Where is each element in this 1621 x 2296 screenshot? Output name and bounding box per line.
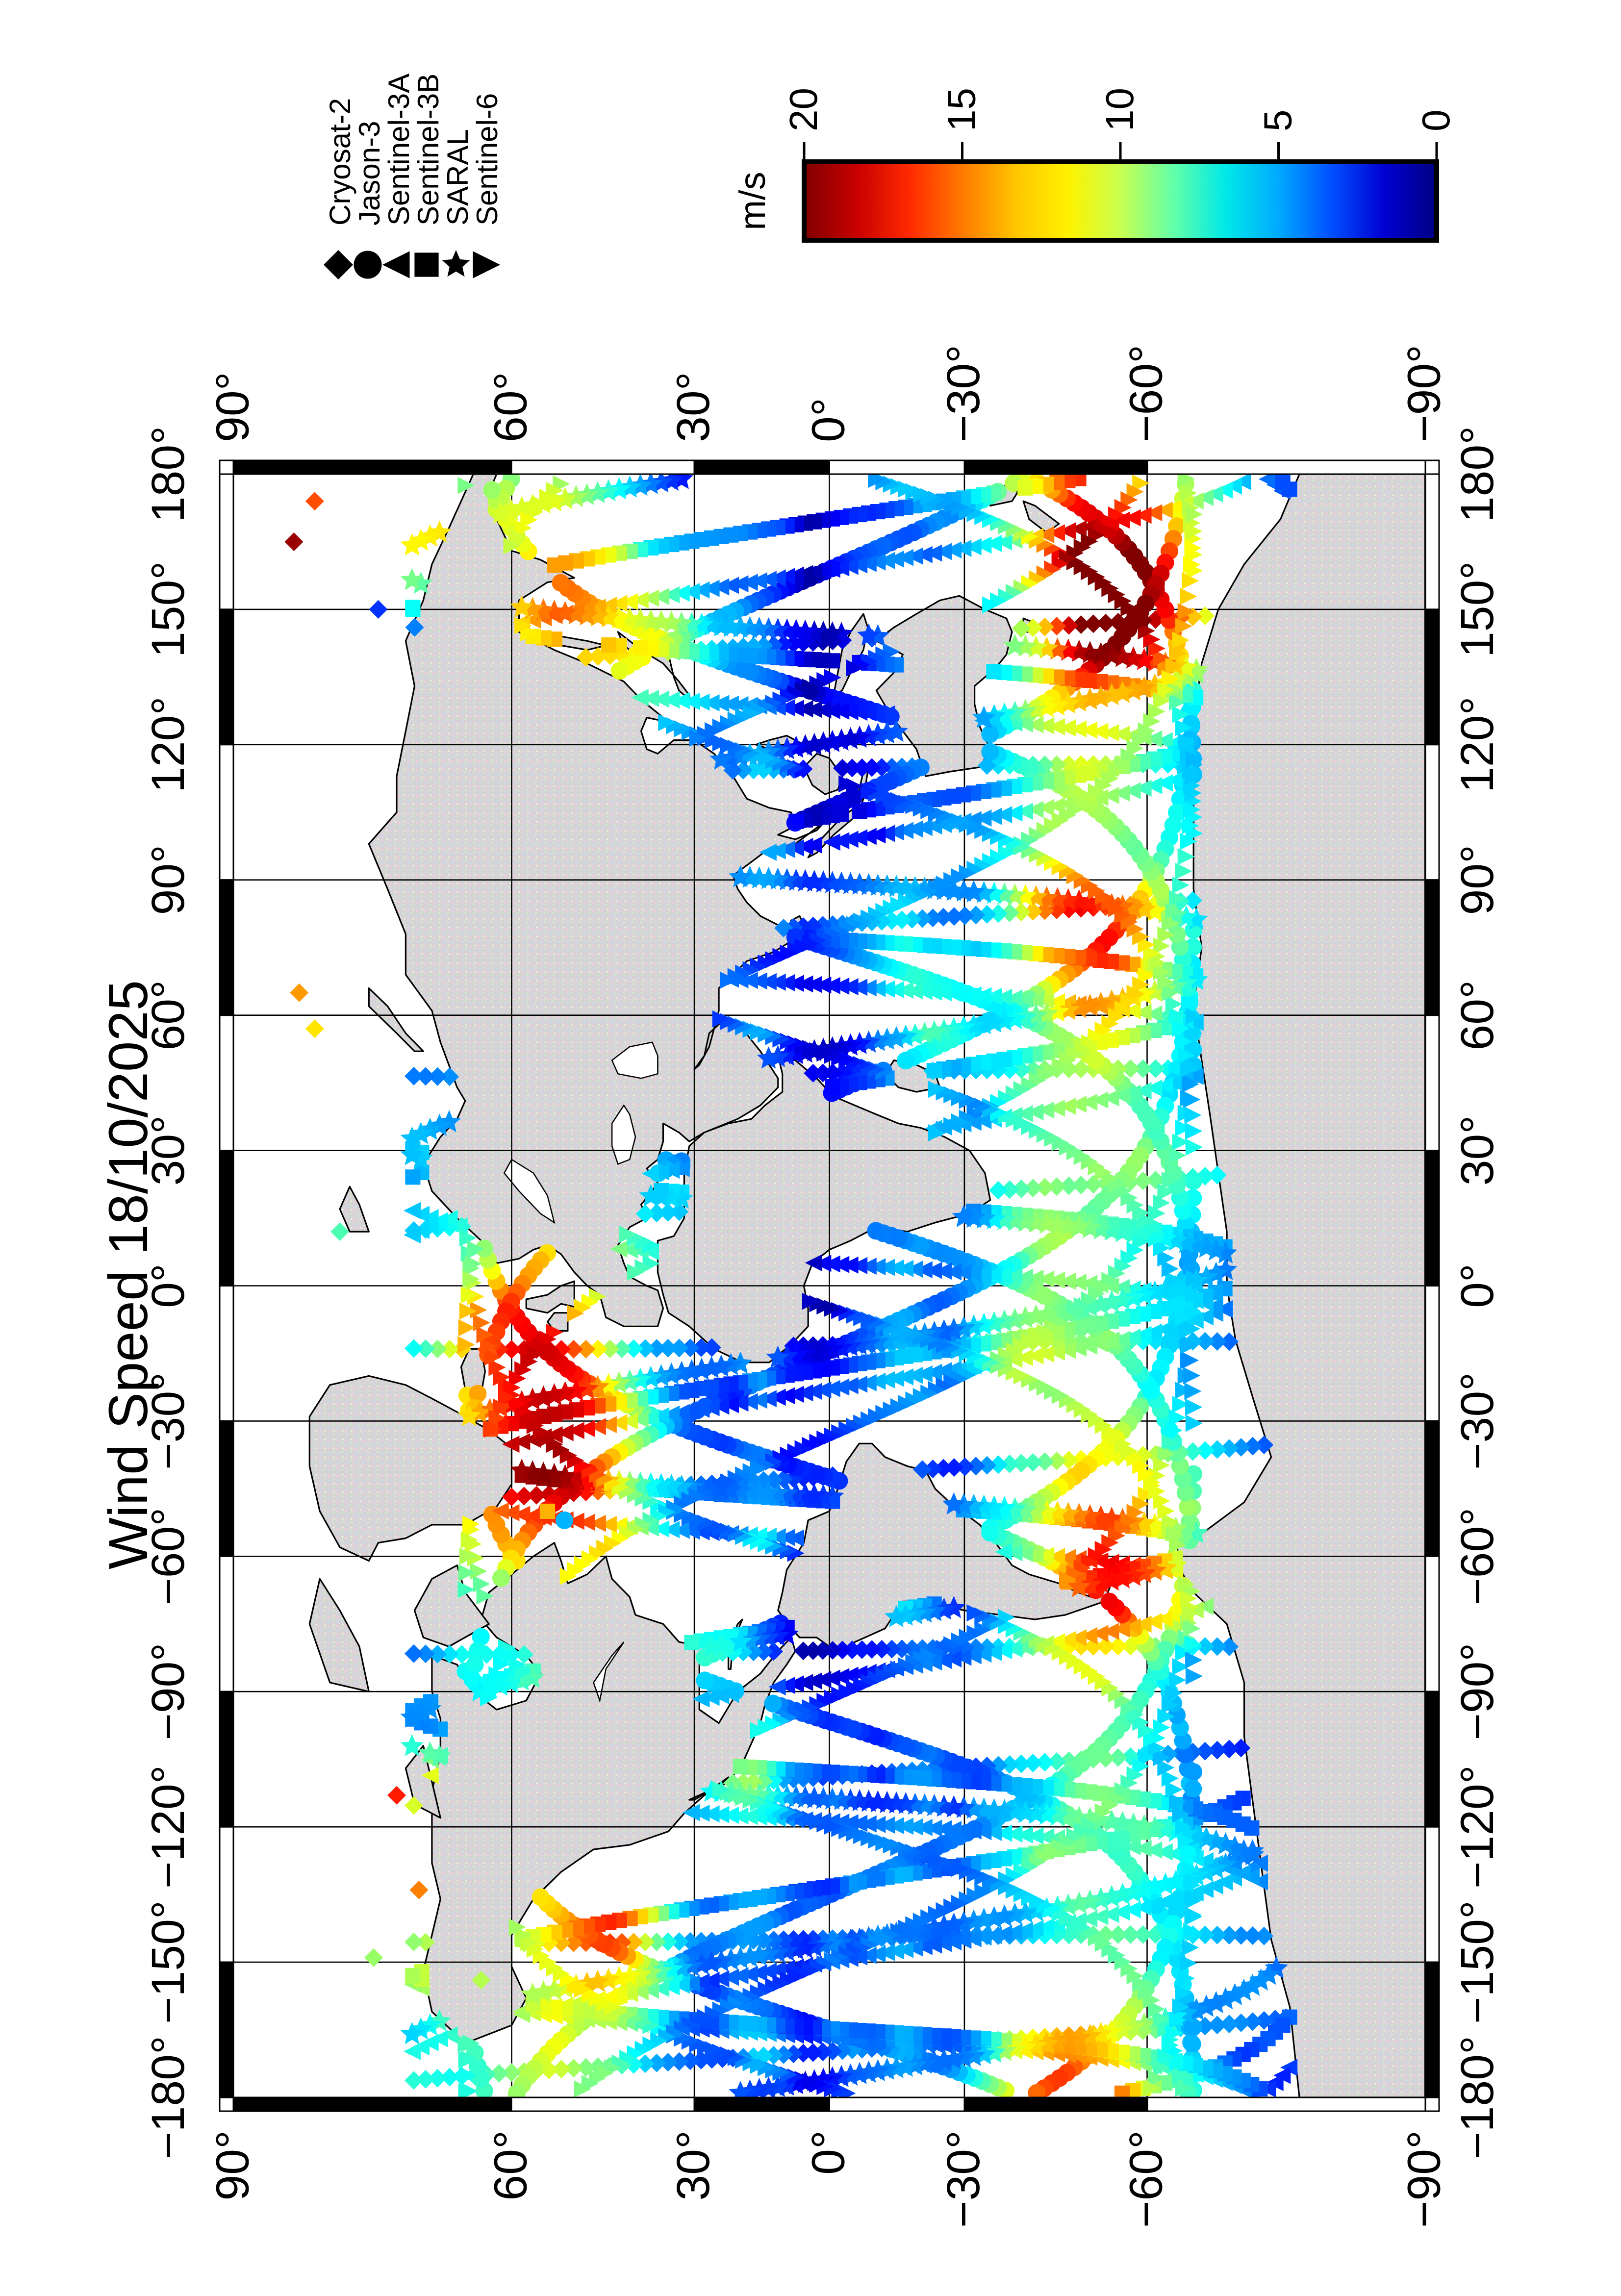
- legend-label: Sentinel-6: [471, 93, 504, 226]
- legend-label: Sentinel-3A: [382, 74, 415, 226]
- lat-tick-label-top: 0°: [803, 398, 855, 442]
- plot-title: Wind Speed 18/10/2025: [98, 980, 159, 1569]
- lon-tick-label-right: 0°: [1451, 1263, 1503, 1308]
- colorbar-tick-label: 15: [940, 88, 984, 131]
- legend-label: Sentinel-3B: [412, 74, 445, 226]
- map-area: 90° 90° 60° 60° 30° 30° 0° 0° −30° −30° −60° −60° −9…: [98, 74, 1503, 2228]
- legend-label: SARAL: [441, 129, 474, 226]
- triangle-left-icon: [382, 251, 410, 278]
- lat-tick-label-bottom: 0°: [803, 2130, 855, 2175]
- colorbar-tick-label: 20: [782, 88, 825, 131]
- lon-tick-label-right: 120°: [1451, 697, 1503, 793]
- lat-tick-label-top: 30°: [667, 372, 719, 442]
- square-icon: [414, 252, 438, 277]
- lon-tick-label-right: −60°: [1451, 1508, 1503, 1605]
- lat-tick-label-top: −30°: [937, 345, 989, 442]
- lon-tick-label-left: 120°: [142, 697, 194, 793]
- colorbar-gradient: [804, 162, 1437, 240]
- lon-tick-label-left: 150°: [142, 561, 194, 658]
- lat-tick-label-bottom: 90°: [207, 2130, 259, 2201]
- lat-tick-label-bottom: −30°: [937, 2130, 989, 2228]
- lon-tick-label-left: −180°: [142, 2036, 194, 2159]
- lon-tick-label-left: −90°: [142, 1643, 194, 1741]
- colorbar-unit-label: m/s: [732, 172, 773, 230]
- lon-tick-label-left: 180°: [142, 426, 194, 523]
- lat-tick-label-top: −60°: [1120, 345, 1172, 442]
- lon-tick-label-right: −90°: [1451, 1643, 1503, 1741]
- lon-tick-label-right: 60°: [1451, 980, 1503, 1051]
- lat-tick-label-bottom: −60°: [1120, 2130, 1172, 2228]
- colorbar: 20 15 10 5 0 m/s: [732, 88, 1458, 240]
- lon-tick-label-left: 90°: [142, 845, 194, 915]
- lon-tick-label-right: −30°: [1451, 1372, 1503, 1470]
- lat-tick-label-top: 60°: [485, 372, 537, 442]
- lon-tick-label-left: −120°: [142, 1765, 194, 1889]
- legend-label: Cryosat-2: [324, 98, 356, 226]
- diamond-icon: [324, 250, 353, 279]
- lon-tick-label-left: −150°: [142, 1900, 194, 2024]
- lat-tick-label-bottom: −90°: [1398, 2130, 1450, 2228]
- lat-tick-label-bottom: 30°: [667, 2130, 719, 2201]
- lon-tick-label-right: 150°: [1451, 561, 1503, 658]
- lon-tick-label-right: −180°: [1451, 2036, 1503, 2159]
- lat-tick-label-bottom: 60°: [485, 2130, 537, 2201]
- lon-tick-label-right: 180°: [1451, 426, 1503, 523]
- star-icon: [442, 250, 470, 277]
- lat-tick-label-top: −90°: [1398, 345, 1450, 442]
- lon-tick-label-right: 30°: [1451, 1115, 1503, 1186]
- lon-tick-label-right: −150°: [1451, 1900, 1503, 2024]
- circle-icon: [354, 251, 382, 279]
- lon-tick-label-right: 90°: [1451, 845, 1503, 915]
- colorbar-tick-label: 10: [1098, 88, 1141, 131]
- lon-tick-label-right: −120°: [1451, 1765, 1503, 1889]
- colorbar-tick-label: 0: [1414, 110, 1458, 132]
- legend: Cryosat-2Jason-3Sentinel-3ASentinel-3BSA…: [324, 74, 504, 279]
- colorbar-tick-label: 5: [1256, 110, 1300, 132]
- triangle-right-icon: [473, 251, 501, 278]
- legend-label: Jason-3: [353, 121, 386, 226]
- lat-tick-label-top: 90°: [207, 372, 259, 442]
